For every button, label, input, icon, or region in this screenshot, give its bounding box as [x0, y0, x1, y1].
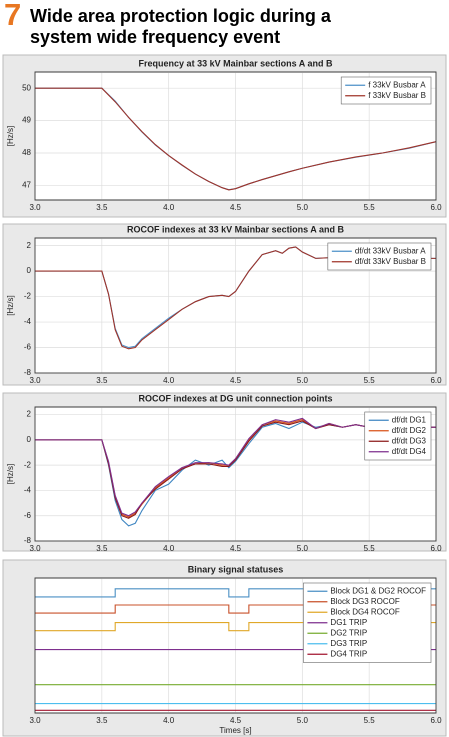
x-tick-label: 4.5 [230, 716, 242, 725]
y-tick-label: 49 [22, 116, 31, 125]
legend-label: Block DG4 ROCOF [330, 607, 399, 616]
series-line [35, 622, 436, 632]
x-tick-label: 3.5 [96, 544, 108, 553]
series-line [35, 604, 436, 614]
y-tick-label: 0 [27, 435, 32, 444]
y-tick-label: -8 [24, 536, 32, 545]
legend: f 33kV Busbar A f 33kV Busbar B [340, 76, 432, 105]
legend-label: Block DG1 & DG2 ROCOF [330, 586, 426, 595]
panel-title: Frequency at 33 kV Mainbar sections A an… [139, 58, 333, 68]
x-axis-label: Times [s] [219, 726, 251, 735]
section-number: 7 [4, 0, 21, 32]
legend-label: df/dt DG2 [392, 426, 427, 435]
y-tick-label: -2 [24, 292, 32, 301]
x-tick-label: 5.0 [297, 376, 309, 385]
x-tick-label: 4.5 [230, 544, 242, 553]
x-tick-label: 5.5 [364, 716, 376, 725]
y-tick-label: -4 [24, 486, 32, 495]
y-tick-label: -4 [24, 317, 32, 326]
x-tick-label: 3.0 [29, 716, 41, 725]
plot-frame [34, 406, 437, 542]
x-tick-label: 5.5 [364, 544, 376, 553]
x-tick-label: 5.0 [297, 203, 309, 212]
series-line [35, 87, 437, 191]
x-tick-label: 3.5 [96, 376, 108, 385]
y-tick-label: -6 [24, 511, 32, 520]
x-tick-label: 5.5 [364, 203, 376, 212]
x-tick-label: 3.0 [29, 544, 41, 553]
x-tick-label: 3.5 [96, 203, 108, 212]
y-axis-label: [Hz/s] [6, 295, 15, 315]
x-tick-label: 6.0 [430, 376, 442, 385]
x-tick-label: 5.0 [297, 716, 309, 725]
legend-box [340, 76, 432, 105]
x-tick-label: 6.0 [430, 203, 442, 212]
legend-label: DG2 TRIP [330, 628, 367, 637]
series-line [35, 588, 436, 598]
legend-label: DG4 TRIP [330, 649, 367, 658]
legend-label: df/dt 33kV Busbar B [355, 257, 426, 266]
legend-label: f 33kV Busbar A [368, 80, 426, 89]
page-title: Wide area protection logic during a [30, 6, 332, 26]
legend-label: Block DG3 ROCOF [330, 597, 399, 606]
legend-label: df/dt 33kV Busbar A [355, 246, 426, 255]
legend-label: DG3 TRIP [330, 639, 367, 648]
series-line [35, 246, 436, 350]
x-tick-label: 6.0 [430, 716, 442, 725]
x-tick-label: 3.5 [96, 716, 108, 725]
plot-frame [34, 577, 437, 714]
y-tick-label: 2 [27, 410, 32, 419]
x-tick-label: 5.5 [364, 376, 376, 385]
x-tick-label: 4.0 [163, 544, 175, 553]
panel-title: ROCOF indexes at 33 kV Mainbar sections … [127, 224, 344, 234]
legend: df/dt 33kV Busbar A df/dt 33kV Busbar B [327, 242, 432, 271]
x-tick-label: 4.0 [163, 716, 175, 725]
y-tick-label: 50 [22, 83, 31, 92]
y-tick-label: -2 [24, 460, 32, 469]
plot-frame [34, 237, 437, 374]
legend-box [327, 242, 432, 271]
legend-label: df/dt DG1 [392, 415, 427, 424]
legend-label: df/dt DG3 [392, 436, 427, 445]
x-tick-label: 4.5 [230, 203, 242, 212]
y-tick-label: -8 [24, 368, 32, 377]
y-tick-label: 2 [27, 241, 32, 250]
x-tick-label: 4.0 [163, 376, 175, 385]
legend: Block DG1 & DG2 ROCOF Block DG3 ROCOFBloc… [303, 582, 432, 663]
y-tick-label: -6 [24, 343, 32, 352]
x-tick-label: 6.0 [430, 544, 442, 553]
x-tick-label: 3.0 [29, 376, 41, 385]
legend-label: f 33kV Busbar B [368, 91, 426, 100]
y-tick-label: 47 [22, 181, 31, 190]
y-tick-label: 0 [27, 266, 32, 275]
legend-label: df/dt DG4 [392, 447, 427, 456]
x-tick-label: 5.0 [297, 544, 309, 553]
y-tick-label: 48 [22, 148, 31, 157]
legend-label: DG1 TRIP [330, 618, 367, 627]
x-tick-label: 4.0 [163, 203, 175, 212]
x-tick-label: 3.0 [29, 203, 41, 212]
panel-title: ROCOF indexes at DG unit connection poin… [138, 393, 332, 403]
series-line [35, 417, 436, 517]
y-axis-label: [Hz/s] [6, 464, 15, 484]
plot-frame [34, 71, 437, 201]
y-axis-label: [Hz/s] [6, 126, 15, 146]
x-tick-label: 4.5 [230, 376, 242, 385]
page-title: system wide frequency event [30, 27, 280, 47]
panel-title: Binary signal statuses [188, 564, 284, 574]
